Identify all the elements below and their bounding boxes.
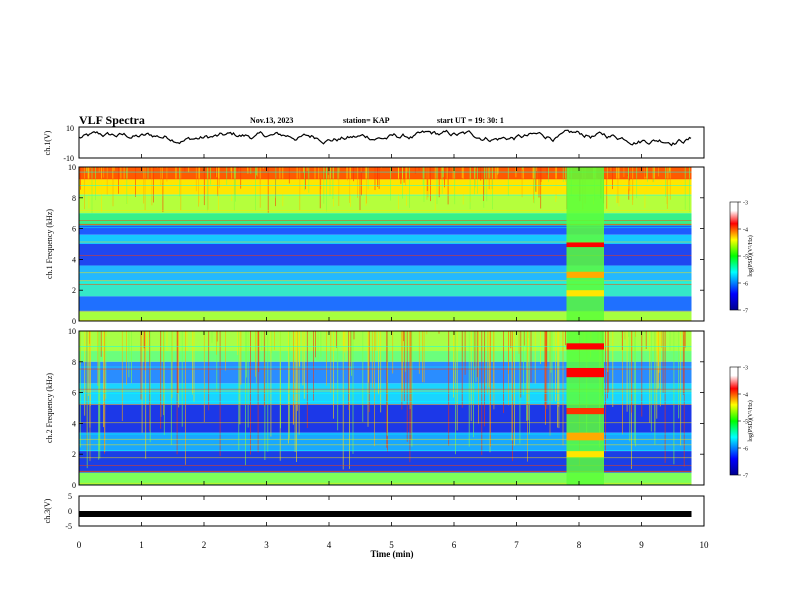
freq-tick-label: 8 — [72, 194, 76, 203]
freq-tick-label: 10 — [68, 163, 76, 172]
ch2-spectrogram-image — [79, 331, 692, 485]
colorbar-tick-label: -5 — [743, 255, 748, 261]
ch3-ytick-bottom: -5 — [65, 522, 72, 531]
freq-tick-label: 0 — [72, 317, 76, 326]
freq-tick-label: 0 — [72, 481, 76, 490]
ch2-freq-ticks: 0 2 4 6 8 10 — [68, 327, 704, 490]
colorbar-tick-label: -4 — [743, 228, 748, 234]
ch1-ylabel: ch.1(V) — [43, 130, 52, 155]
ch2-colorbar-ticks: -3 -4 -5 -6 -7 — [738, 366, 748, 480]
ch1-colorbar-ticks: -3 -4 -5 -6 -7 — [738, 201, 748, 315]
ch2-colorbar — [729, 366, 739, 476]
time-tick-label: 5 — [389, 540, 394, 550]
ch2-colorbar-label: log(PSD)(V²/Hz) — [747, 400, 754, 441]
time-tick-label: 9 — [639, 540, 644, 550]
time-tick-label: 10 — [700, 540, 710, 550]
time-axis: 0 1 2 3 4 5 6 7 8 9 10 — [77, 154, 709, 550]
freq-tick-label: 8 — [72, 358, 76, 367]
colorbar-tick-label: -7 — [743, 474, 748, 480]
colorbar-tick-label: -3 — [743, 201, 748, 207]
colorbar-tick-label: -6 — [743, 447, 748, 453]
ch1-ytick-bottom: -10 — [63, 154, 74, 163]
ch3-waveform-band — [79, 511, 692, 517]
ch1-ytick-top: 10 — [66, 124, 74, 133]
station-label: station= KAP — [343, 116, 390, 125]
ch3-ylabel: ch.3(V) — [43, 498, 52, 523]
freq-tick-label: 2 — [72, 286, 76, 295]
colorbar-tick-label: -7 — [743, 309, 748, 315]
ch3-waveform-panel: 5 0 -5 ch.3(V) — [43, 492, 705, 531]
colorbar-tick-label: -5 — [743, 420, 748, 426]
ch1-waveform-panel: 10 -10 ch.1(V) — [43, 124, 705, 163]
ch1-spec-ylabel-text: ch.1 Frequency (kHz) — [45, 209, 54, 279]
date-label: Nov.13, 2023 — [250, 116, 294, 125]
time-tick-label: 0 — [77, 540, 82, 550]
colorbar-tick-label: -6 — [743, 282, 748, 288]
ch2-spec-ylabel-text: ch.2 Frequency (kHz) — [45, 373, 54, 443]
time-tick-label: 1 — [139, 540, 144, 550]
freq-tick-label: 4 — [72, 419, 76, 428]
colorbar-tick-label: -3 — [743, 366, 748, 372]
freq-tick-label: 6 — [72, 389, 76, 398]
ch1-freq-ticks: 0 2 4 6 8 10 — [68, 163, 704, 326]
xaxis-label: Time (min) — [370, 549, 413, 559]
time-tick-label: 3 — [264, 540, 269, 550]
start-time-label: start UT = 19: 30: 1 — [437, 116, 504, 125]
ch2-spec-ylabel: ch.2 Frequency (kHz) — [45, 373, 54, 443]
freq-tick-label: 6 — [72, 225, 76, 234]
ch1-spectrogram-image — [79, 167, 692, 322]
time-tick-label: 4 — [327, 540, 332, 550]
time-tick-label: 2 — [202, 540, 207, 550]
ch1-colorbar — [729, 201, 739, 311]
time-tick-label: 6 — [452, 540, 457, 550]
ch1-spec-ylabel: ch.1 Frequency (kHz) — [45, 209, 54, 279]
time-tick-label: 7 — [514, 540, 519, 550]
figure-title: VLF Spectra — [79, 113, 145, 127]
ch3-ytick-top: 5 — [68, 492, 72, 501]
ch3-ytick-mid: 0 — [68, 507, 72, 516]
freq-tick-label: 2 — [72, 450, 76, 459]
colorbar-tick-label: -4 — [743, 393, 748, 399]
ch1-colorbar-label: log(PSD)(V²/Hz) — [747, 235, 754, 276]
ch1-waveform-line — [78, 129, 692, 147]
time-tick-label: 8 — [577, 540, 582, 550]
freq-tick-label: 4 — [72, 255, 76, 264]
freq-tick-label: 10 — [68, 327, 76, 336]
